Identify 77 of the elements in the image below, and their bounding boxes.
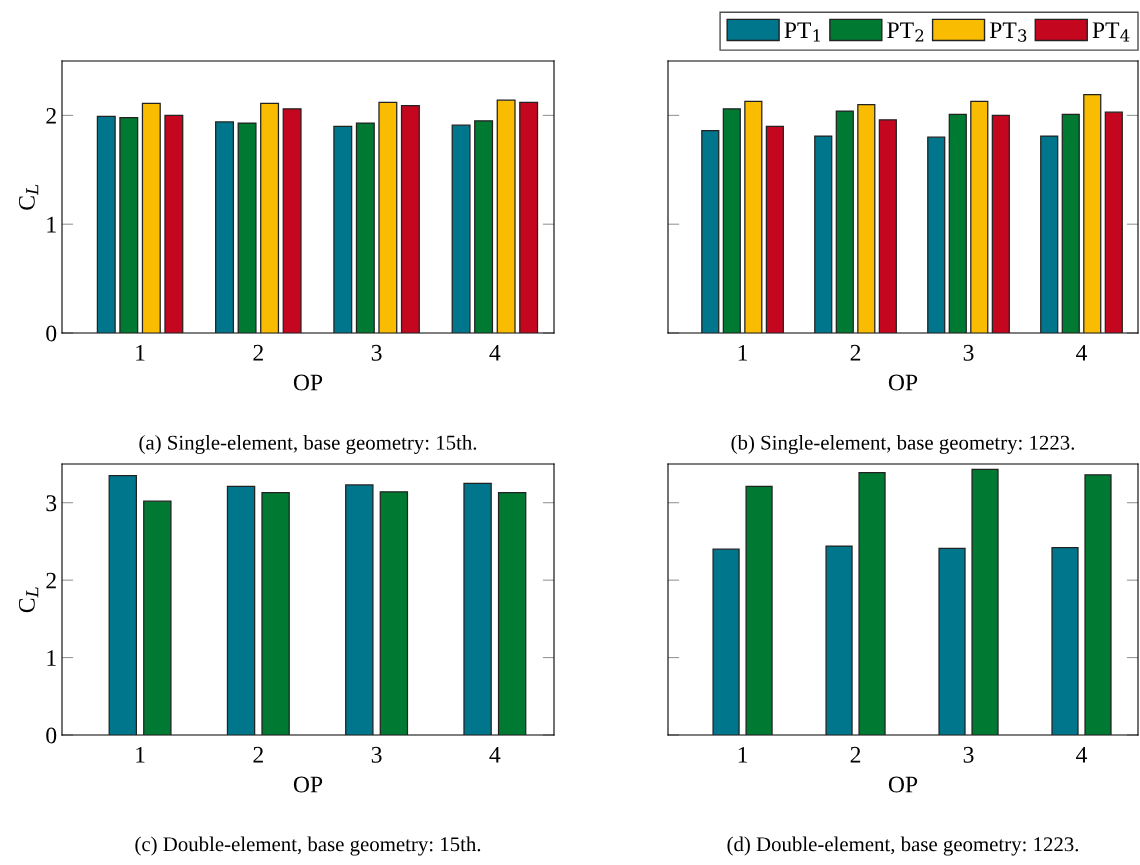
- bar: [282, 108, 302, 333]
- x-tick-label: 3: [371, 746, 382, 763]
- x-tick-label: 3: [963, 344, 974, 361]
- x-tick-label: 4: [1076, 746, 1088, 763]
- x-tick-label: 2: [850, 746, 861, 763]
- bar: [701, 130, 720, 333]
- legend-label: PT$_{2}$: [887, 22, 924, 42]
- x-tick-label: 4: [1076, 344, 1088, 361]
- bar: [948, 113, 967, 333]
- x-tick-label: 1: [136, 746, 145, 763]
- bar: [1061, 113, 1080, 333]
- x-tick-label: 1: [136, 344, 145, 361]
- x-tick-label: 4: [489, 344, 501, 361]
- x-tick-label: 1: [738, 746, 748, 763]
- bar: [519, 101, 539, 333]
- bar: [722, 108, 741, 333]
- x-axis-title: OP: [888, 374, 918, 391]
- x-axis-title: OP: [293, 776, 323, 793]
- bar: [744, 100, 763, 333]
- bar: [164, 114, 184, 333]
- text: (b) Single-element, base geometry: 1223.: [731, 435, 1075, 454]
- bar: [355, 122, 375, 333]
- legend-label: PT$_{1}$: [784, 22, 820, 42]
- bar: [333, 125, 353, 333]
- x-tick-label: 2: [253, 344, 263, 361]
- bar: [991, 114, 1010, 333]
- x-axis-title: OP: [293, 374, 323, 391]
- y-tick-label: 0: [46, 325, 57, 342]
- bar: [119, 116, 139, 333]
- legend-label: PT$_{3}$: [989, 22, 1027, 42]
- bar: [260, 102, 280, 333]
- y-tick-label: 1: [47, 650, 56, 666]
- bar: [1051, 546, 1079, 735]
- bar: [496, 99, 516, 333]
- bar: [938, 547, 966, 735]
- bar: [745, 485, 773, 735]
- x-tick-label: 4: [489, 746, 501, 763]
- bar: [141, 102, 161, 333]
- bar: [858, 471, 886, 735]
- bar: [814, 135, 833, 333]
- bar: [96, 115, 116, 333]
- x-tick-label: 1: [738, 344, 748, 361]
- bar: [825, 545, 853, 735]
- x-tick-label: 3: [963, 746, 974, 763]
- bar: [215, 121, 235, 333]
- bar: [835, 110, 854, 333]
- y-tick-label: 3: [46, 495, 57, 512]
- bar: [474, 120, 494, 333]
- bar: [927, 136, 946, 333]
- text: (d) Double-element, base geometry: 1223.: [727, 836, 1079, 856]
- legend-label: PT$_{4}$: [1092, 22, 1130, 42]
- x-tick-label: 3: [371, 344, 382, 361]
- text: (a) Single-element, base geometry: 15th.: [139, 435, 477, 454]
- y-tick-label: 1: [47, 216, 56, 233]
- x-axis-title: OP: [888, 776, 918, 793]
- bar: [1084, 474, 1112, 735]
- bar: [1104, 111, 1123, 333]
- y-axis-title: C$_{L}$: [18, 587, 39, 613]
- bar: [765, 125, 784, 333]
- bar: [971, 468, 999, 735]
- x-tick-label: 2: [850, 344, 861, 361]
- bar: [378, 101, 398, 333]
- bar: [878, 119, 897, 333]
- y-tick-label: 2: [46, 107, 56, 124]
- bar: [1040, 135, 1059, 333]
- bar: [237, 122, 257, 333]
- bar: [712, 548, 740, 735]
- y-tick-label: 2: [46, 572, 56, 589]
- bar: [451, 124, 471, 333]
- text: (c) Double-element, base geometry: 15th.: [135, 836, 481, 856]
- y-tick-label: 0: [46, 727, 57, 744]
- bar: [857, 103, 876, 333]
- y-axis-title: C$_{L}$: [18, 184, 39, 210]
- bar: [1083, 94, 1102, 333]
- bar: [970, 100, 989, 333]
- x-tick-label: 2: [253, 746, 263, 763]
- bar: [400, 104, 420, 333]
